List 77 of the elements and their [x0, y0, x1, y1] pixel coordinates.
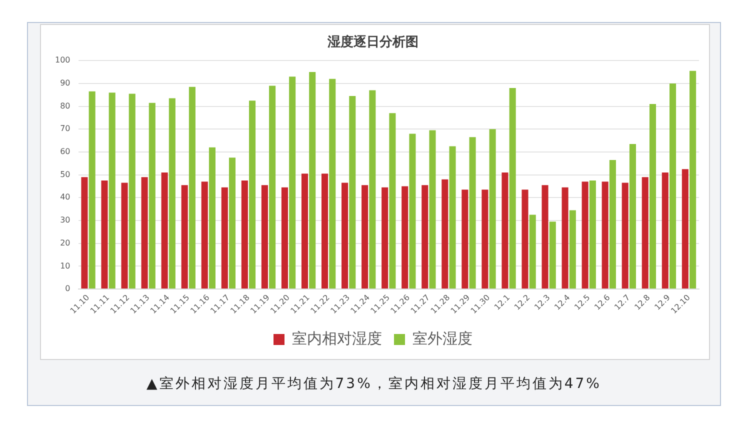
bar — [502, 172, 508, 289]
y-tick-label: 50 — [60, 170, 70, 179]
y-tick-label: 20 — [60, 238, 70, 248]
bar — [321, 174, 328, 289]
bar — [148, 102, 156, 289]
chart-title: 湿度逐日分析图 — [326, 34, 418, 50]
bar — [662, 172, 668, 289]
bar — [462, 190, 468, 289]
bar — [429, 130, 436, 289]
bar — [188, 86, 196, 289]
y-tick-label: 90 — [60, 78, 70, 88]
bar — [88, 91, 96, 289]
bar — [108, 92, 116, 289]
bar — [228, 158, 236, 289]
bar — [569, 210, 576, 289]
bar — [261, 185, 268, 289]
bar — [682, 169, 688, 289]
bar — [389, 113, 396, 289]
bar — [422, 185, 428, 289]
bar — [509, 88, 516, 289]
bar — [249, 100, 256, 289]
bar — [582, 182, 588, 289]
bar — [201, 182, 208, 289]
bar — [562, 187, 568, 289]
bar — [281, 187, 288, 289]
y-tick-label: 10 — [60, 261, 70, 270]
bar — [542, 185, 548, 289]
bar — [128, 94, 136, 289]
bar — [121, 182, 128, 289]
bar — [629, 144, 636, 289]
bar — [602, 182, 608, 289]
bar — [241, 180, 248, 289]
bar — [309, 72, 316, 289]
bar — [642, 177, 648, 289]
bar — [329, 78, 336, 289]
bar — [609, 160, 616, 289]
bar — [141, 177, 148, 289]
bar — [549, 222, 556, 289]
bar — [369, 90, 376, 289]
legend-label: 室内相对湿度 — [292, 329, 382, 348]
bar — [168, 98, 176, 289]
bar — [181, 185, 188, 289]
y-tick-label: 80 — [60, 101, 70, 110]
text: ▲室外相对湿度月平均值为73%，室内相对湿度月平均值为47% — [146, 375, 602, 393]
y-tick-label: 100 — [54, 56, 70, 65]
y-tick-label: 30 — [60, 216, 70, 225]
bar — [449, 146, 456, 289]
y-tick-label: 40 — [60, 192, 70, 202]
y-tick-label: 70 — [60, 124, 70, 134]
bar — [269, 86, 276, 289]
bar — [622, 182, 628, 289]
bar — [289, 76, 296, 289]
y-tick-label: 60 — [60, 147, 70, 156]
bar — [529, 214, 536, 289]
bar — [342, 182, 348, 289]
bar — [208, 147, 216, 289]
bar — [301, 174, 308, 289]
bar — [649, 104, 656, 289]
bar — [589, 180, 596, 289]
legend-label: 室外湿度 — [412, 329, 472, 348]
bar — [442, 179, 448, 289]
bar — [409, 134, 416, 289]
bar — [469, 137, 476, 289]
y-tick-label: 0 — [65, 284, 70, 294]
bar — [489, 129, 496, 289]
bar — [522, 190, 528, 289]
bar — [349, 96, 356, 289]
bar — [402, 186, 408, 289]
bar — [670, 83, 676, 289]
bar — [161, 172, 168, 289]
bar — [382, 187, 388, 289]
bar — [101, 180, 108, 289]
bar — [81, 177, 88, 289]
bar — [362, 185, 368, 289]
bar — [482, 190, 488, 289]
bar — [221, 187, 228, 289]
bar — [690, 70, 696, 289]
